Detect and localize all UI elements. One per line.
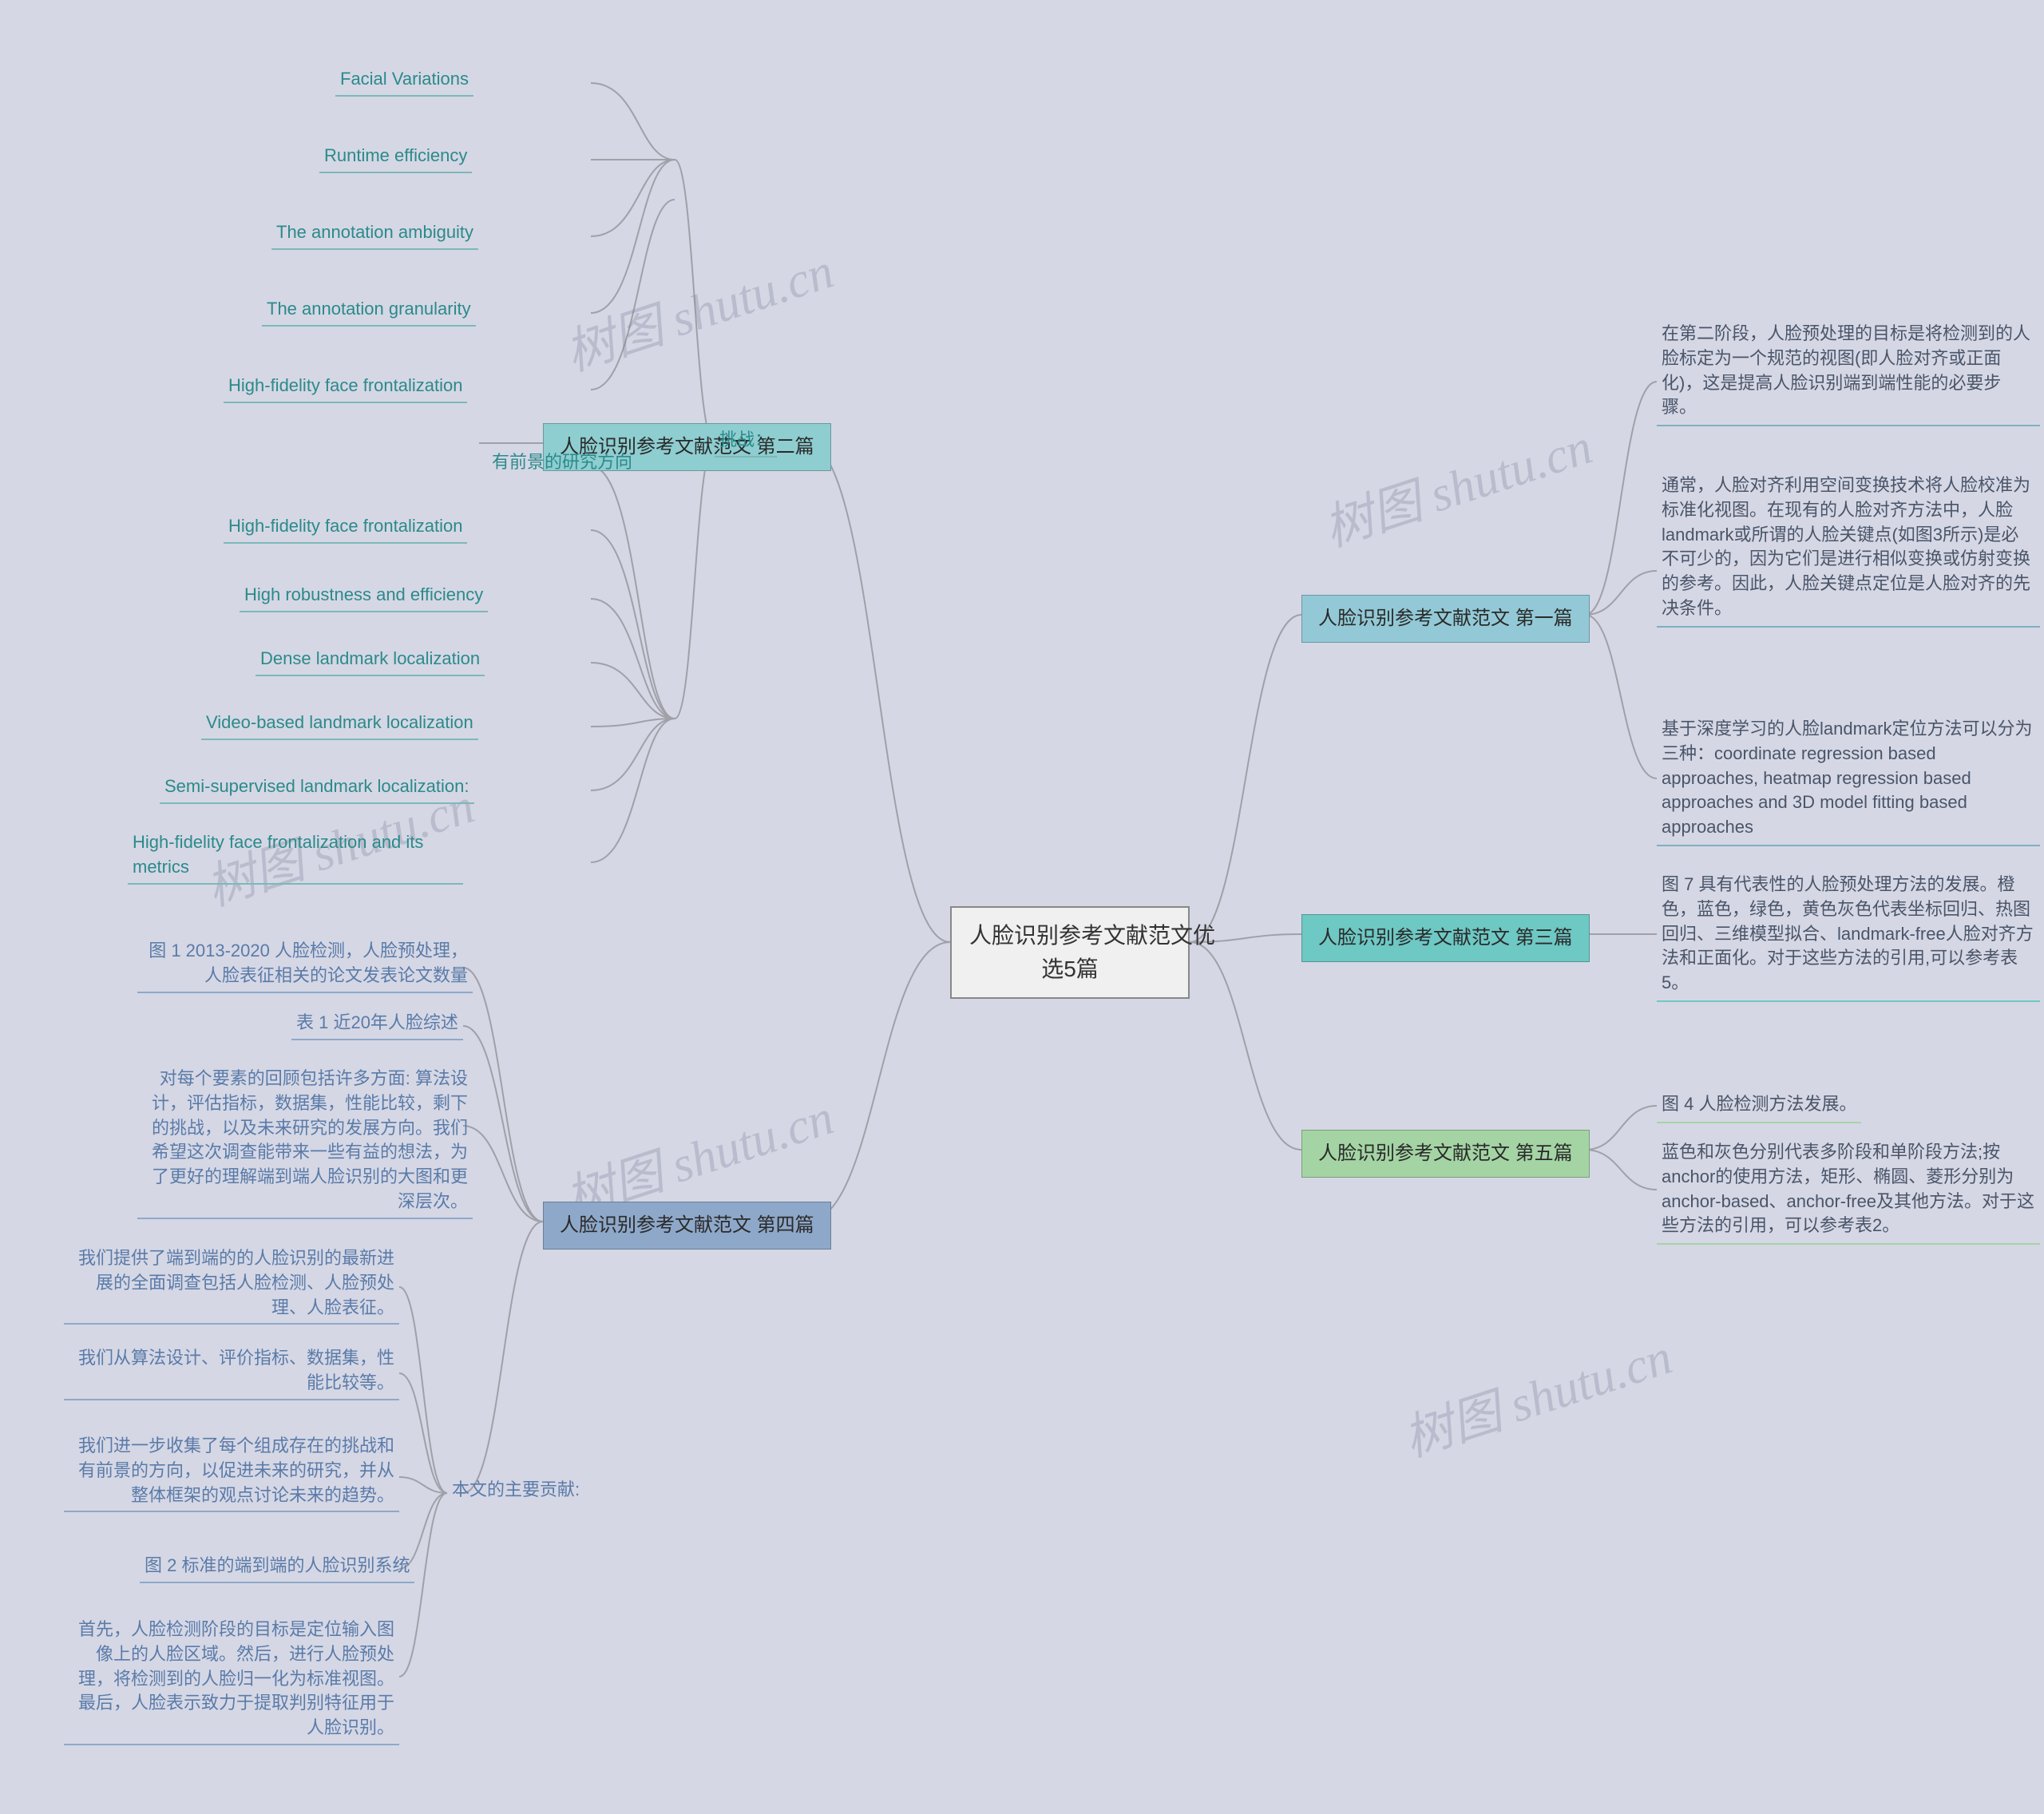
leaf-b1-1: 在第二阶段，人脸预处理的目标是将检测到的人脸标定为一个规范的视图(即人脸对齐或正…: [1657, 315, 2040, 426]
branch-3: 人脸识别参考文献范文 第三篇: [1301, 914, 1590, 962]
contrib-label: 本文的主要贡献:: [447, 1473, 584, 1506]
leaf-b4-1: 图 1 2013-2020 人脸检测，人脸预处理，人脸表征相关的论文发表论文数量: [137, 934, 473, 993]
branch-5: 人脸识别参考文献范文 第五篇: [1301, 1130, 1590, 1178]
leaf-b2-c2: Runtime efficiency: [319, 139, 472, 173]
leaf-b2-f2: High robustness and efficiency: [240, 578, 488, 612]
branch-1: 人脸识别参考文献范文 第一篇: [1301, 595, 1590, 643]
leaf-b2-f5: Semi-supervised landmark localization:: [160, 770, 474, 804]
leaf-b4-2: 表 1 近20年人脸综述: [291, 1006, 463, 1040]
challenge-label: 挑战：: [715, 423, 777, 457]
leaf-b2-c5: High-fidelity face frontalization: [224, 369, 467, 403]
future-label: 有前景的研究方向: [487, 446, 637, 478]
leaf-b4-3: 对每个要素的回顾包括许多方面: 算法设计，评估指标，数据集，性能比较，剩下的挑战…: [137, 1062, 473, 1219]
leaf-b4-c4: 图 2 标准的端到端的人脸识别系统: [140, 1549, 414, 1583]
leaf-b2-f4: Video-based landmark localization: [201, 706, 478, 740]
leaf-b2-f6: High-fidelity face frontalization and it…: [128, 826, 463, 885]
leaf-b5-1: 图 4 人脸检测方法发展。: [1657, 1086, 1861, 1123]
leaf-b5-2: 蓝色和灰色分别代表多阶段和单阶段方法;按anchor的使用方法，矩形、椭圆、菱形…: [1657, 1134, 2040, 1245]
leaf-b2-c3: The annotation ambiguity: [271, 216, 478, 250]
root-node: 人脸识别参考文献范文优选5篇: [950, 906, 1190, 999]
leaf-b2-c1: Facial Variations: [335, 62, 473, 97]
leaf-b1-3: 基于深度学习的人脸landmark定位方法可以分为三种：coordinate r…: [1657, 711, 2040, 846]
leaf-b4-c2: 我们从算法设计、评价指标、数据集，性能比较等。: [64, 1341, 399, 1400]
leaf-b3-1: 图 7 具有代表性的人脸预处理方法的发展。橙色，蓝色，绿色，黄色灰色代表坐标回归…: [1657, 866, 2040, 1002]
leaf-b2-c4: The annotation granularity: [262, 292, 476, 327]
leaf-b2-f1: High-fidelity face frontalization: [224, 509, 467, 544]
leaf-b1-2: 通常，人脸对齐利用空间变换技术将人脸校准为标准化视图。在现有的人脸对齐方法中，人…: [1657, 467, 2040, 628]
leaf-b4-c5: 首先，人脸检测阶段的目标是定位输入图像上的人脸区域。然后，进行人脸预处理，将检测…: [64, 1613, 399, 1745]
leaf-b4-c1: 我们提供了端到端的的人脸识别的最新进展的全面调查包括人脸检测、人脸预处理、人脸表…: [64, 1242, 399, 1325]
leaf-b2-f3: Dense landmark localization: [256, 642, 485, 676]
leaf-b4-c3: 我们进一步收集了每个组成存在的挑战和有前景的方向，以促进未来的研究，并从整体框架…: [64, 1429, 399, 1512]
branch-4: 人脸识别参考文献范文 第四篇: [543, 1202, 831, 1250]
